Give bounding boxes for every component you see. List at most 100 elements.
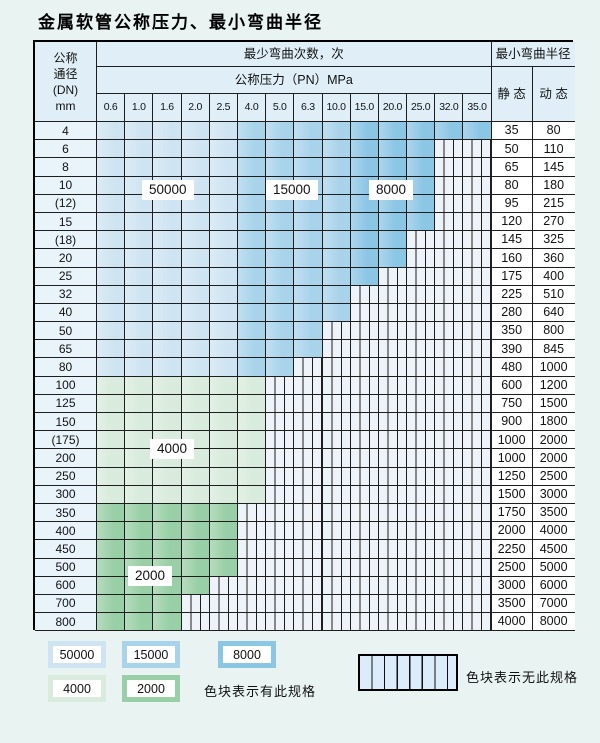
static-radius-cell: 175 <box>491 267 533 286</box>
cycle-cell <box>153 303 182 323</box>
legend-no-spec-swatch <box>358 654 458 691</box>
no-spec-cell <box>350 303 379 323</box>
cycle-cell <box>266 231 295 250</box>
no-spec-cell <box>463 176 492 195</box>
no-spec-cell <box>378 394 408 413</box>
cycle-cell <box>125 303 154 323</box>
static-radius-cell: 35 <box>491 122 533 141</box>
cycle-cell <box>266 140 295 159</box>
cycle-cell <box>153 540 182 559</box>
cycle-cell <box>378 212 408 232</box>
no-spec-cell <box>322 340 351 359</box>
cycle-cell <box>294 303 323 323</box>
dynamic-radius-cell: 2000 <box>532 431 575 450</box>
cycle-cell <box>350 122 379 141</box>
dn-cell: 8 <box>35 158 97 177</box>
no-spec-cell <box>294 522 323 541</box>
no-spec-cell <box>435 140 464 159</box>
dn-cell: 250 <box>35 467 97 486</box>
no-spec-cell <box>350 558 379 577</box>
dn-header-line: 通径 <box>53 66 78 81</box>
bend-cycles-header: 最少弯曲次数，次 <box>97 42 492 67</box>
cycle-cell <box>294 322 323 341</box>
cycle-cell <box>237 431 267 450</box>
legend-present-label: 色块表示有此规格 <box>204 684 317 699</box>
cycle-cell <box>181 158 210 177</box>
no-spec-cell <box>407 267 436 286</box>
dynamic-radius-cell: 400 <box>532 267 575 286</box>
no-spec-cell <box>463 322 492 341</box>
no-spec-cell <box>463 376 492 395</box>
no-spec-cell <box>463 431 492 450</box>
dn-header-line: (DN) <box>52 82 79 97</box>
cycle-cell <box>125 267 154 286</box>
no-spec-cell <box>435 522 464 541</box>
cycle-cell <box>294 122 323 141</box>
cycle-cell <box>97 394 126 413</box>
cycle-cell <box>125 322 154 341</box>
cycle-cell <box>153 467 182 486</box>
no-spec-cell <box>463 194 492 213</box>
cycle-cell <box>209 449 238 468</box>
no-spec-cell <box>181 613 210 632</box>
no-spec-cell <box>322 522 351 541</box>
cycle-cell <box>266 322 295 341</box>
cycle-cell <box>125 503 154 523</box>
cycle-cell <box>322 140 351 159</box>
cycle-cell <box>378 249 408 268</box>
no-spec-cell <box>463 522 492 541</box>
cycle-cell <box>181 413 210 432</box>
cycle-cell <box>181 394 210 413</box>
cycle-cell <box>181 467 210 486</box>
no-spec-cell <box>294 540 323 559</box>
static-radius-cell: 145 <box>491 231 533 250</box>
dynamic-radius-cell: 6000 <box>532 576 575 595</box>
dn-cell: (175) <box>35 431 97 450</box>
pressure-column-header: 10.0 <box>322 94 351 122</box>
no-spec-cell <box>294 558 323 577</box>
cycle-cell <box>266 285 295 304</box>
no-spec-cell <box>435 594 464 614</box>
no-spec-cell <box>294 594 323 614</box>
no-spec-cell <box>378 613 408 632</box>
cycle-cell <box>97 194 126 213</box>
cycle-cell <box>153 358 182 377</box>
cycle-cell <box>209 485 238 504</box>
cycle-cell <box>237 485 267 504</box>
no-spec-cell <box>463 413 492 432</box>
cycle-cell <box>322 194 351 213</box>
cycle-cell <box>209 249 238 268</box>
cycle-cell <box>350 249 379 268</box>
no-spec-cell <box>463 249 492 268</box>
cycle-cell <box>266 122 295 141</box>
no-spec-cell <box>294 376 323 395</box>
cycle-cell <box>181 267 210 286</box>
no-spec-cell <box>378 594 408 614</box>
no-spec-cell <box>294 613 323 632</box>
cycle-cell <box>266 212 295 232</box>
cycle-cell <box>266 303 295 323</box>
cycle-cell <box>322 212 351 232</box>
static-radius-cell: 390 <box>491 340 533 359</box>
no-spec-cell <box>322 540 351 559</box>
dynamic-radius-cell: 1000 <box>532 358 575 377</box>
no-spec-cell <box>378 322 408 341</box>
cycle-cell <box>97 576 126 595</box>
no-spec-cell <box>266 522 295 541</box>
cycle-cell <box>97 231 126 250</box>
no-spec-cell <box>435 394 464 413</box>
no-spec-cell <box>435 576 464 595</box>
cycle-cell <box>97 413 126 432</box>
cycle-cell <box>322 158 351 177</box>
cycle-cell <box>125 431 154 450</box>
cycle-cell <box>294 140 323 159</box>
cycle-cell <box>350 231 379 250</box>
static-radius-cell: 1000 <box>491 449 533 468</box>
no-spec-cell <box>378 285 408 304</box>
cycle-cell <box>125 231 154 250</box>
dynamic-radius-cell: 4000 <box>532 522 575 541</box>
cycle-cell <box>209 467 238 486</box>
cycle-count-label: 50000 <box>142 180 194 200</box>
no-spec-cell <box>463 558 492 577</box>
